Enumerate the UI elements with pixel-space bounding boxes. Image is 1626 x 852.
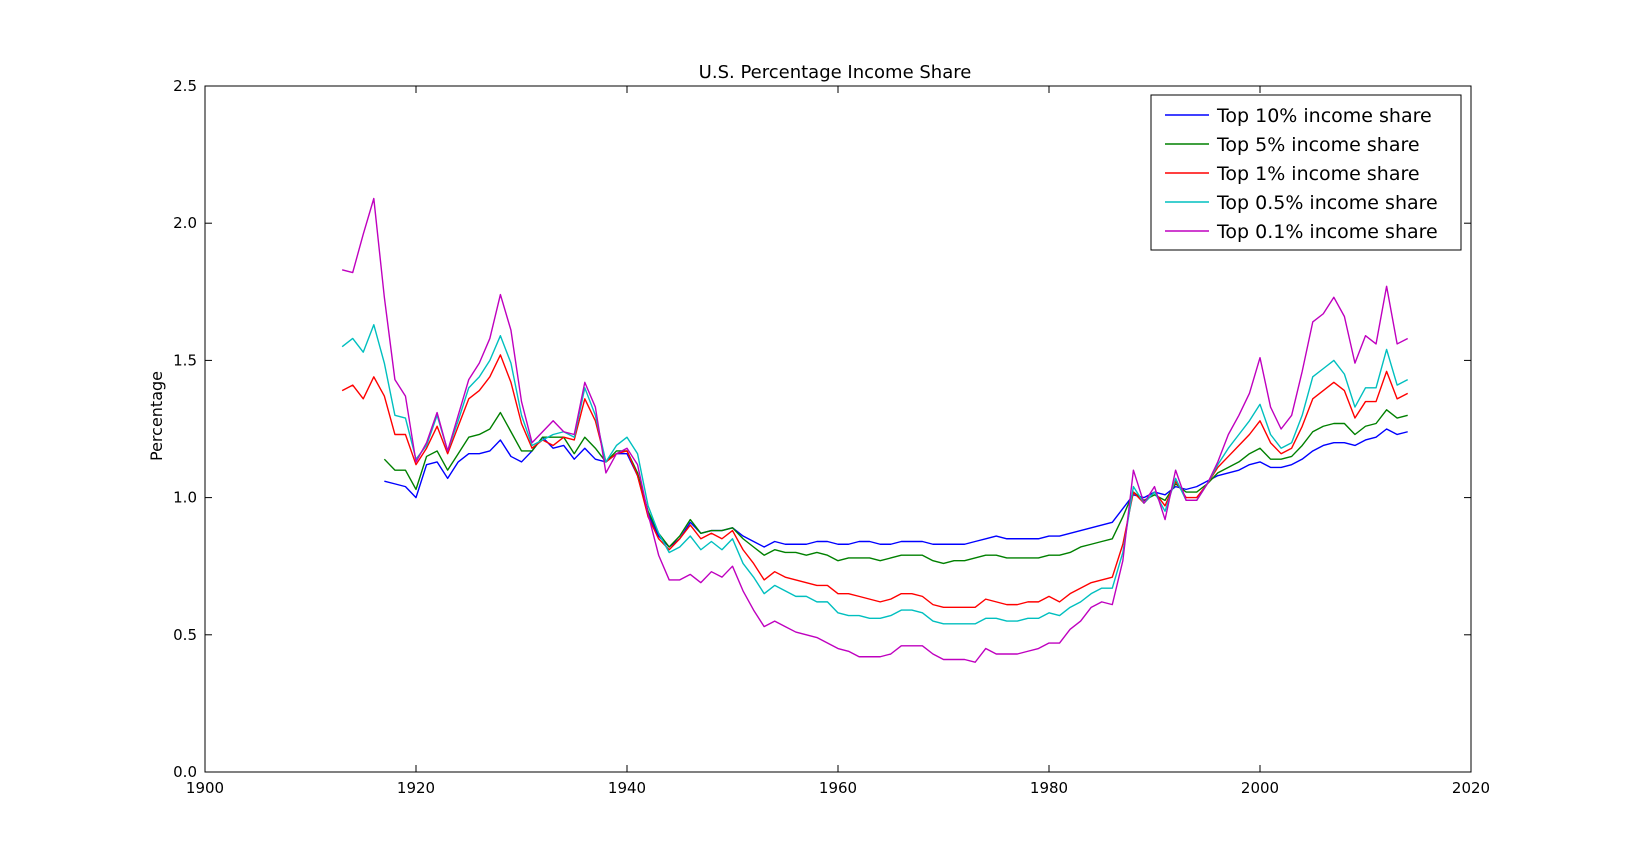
series-line-4 <box>341 197 1409 663</box>
y-tick-label: 0.0 <box>173 763 197 781</box>
series-line-2 <box>341 354 1409 609</box>
x-tick-label: 1940 <box>608 779 646 797</box>
x-tick-label: 2020 <box>1452 779 1490 797</box>
legend-label: Top 10% income share <box>1216 105 1432 127</box>
y-tick-label: 2.5 <box>173 77 197 95</box>
series-line-0 <box>384 428 1408 548</box>
y-axis-label: Percentage <box>147 371 166 461</box>
x-axis-ticks: 1900 1920 1940 1960 1980 2000 2020 <box>186 86 1490 797</box>
legend-label: Top 0.5% income share <box>1216 192 1438 214</box>
legend-label: Top 5% income share <box>1216 134 1420 156</box>
y-tick-label: 1.5 <box>173 351 197 369</box>
legend: Top 10% income share Top 5% income share T… <box>1150 94 1462 251</box>
y-tick-label: 1.0 <box>173 489 197 507</box>
series-line-3 <box>341 324 1409 625</box>
legend-label: Top 1% income share <box>1216 163 1420 185</box>
x-tick-label: 1980 <box>1030 779 1068 797</box>
legend-label: Top 0.1% income share <box>1216 221 1438 243</box>
y-tick-label: 2.0 <box>173 214 197 232</box>
chart-title: U.S. Percentage Income Share <box>699 62 972 83</box>
x-tick-label: 1960 <box>819 779 857 797</box>
series-line-1 <box>383 409 1408 565</box>
x-tick-label: 1900 <box>186 779 224 797</box>
x-tick-label: 1920 <box>397 779 435 797</box>
y-tick-label: 0.5 <box>173 626 197 644</box>
y-axis-ticks: 0.0 0.5 1.0 1.5 2.0 2.5 <box>173 77 1471 781</box>
series-lines <box>341 197 1409 663</box>
x-tick-label: 2000 <box>1241 779 1279 797</box>
